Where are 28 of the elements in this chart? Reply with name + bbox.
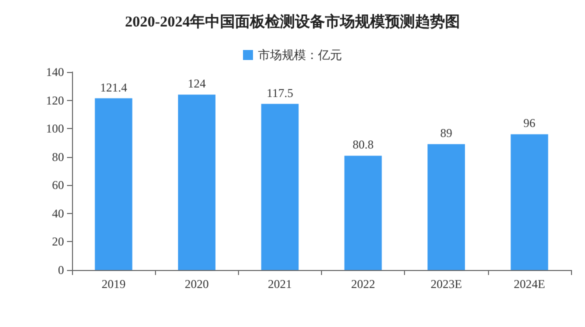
x-tick-label: 2019 xyxy=(102,277,126,291)
chart-title: 2020-2024年中国面板检测设备市场规模预测趋势图 xyxy=(125,12,460,30)
x-tick-label: 2021 xyxy=(268,277,292,291)
x-tick-label: 2020 xyxy=(184,277,209,291)
bar xyxy=(344,156,382,270)
bar xyxy=(94,98,132,270)
data-label: 124 xyxy=(188,76,206,91)
y-tick-label: 140 xyxy=(46,65,64,79)
x-tick-label: 2022 xyxy=(351,277,376,291)
legend-label: 市场规模：亿元 xyxy=(258,48,342,62)
y-tick-label: 60 xyxy=(52,178,64,192)
bar xyxy=(178,94,216,270)
y-tick-label: 120 xyxy=(46,93,64,108)
data-label: 117.5 xyxy=(266,86,294,100)
y-tick-label: 0 xyxy=(58,263,64,277)
y-tick-label: 20 xyxy=(52,234,64,249)
bar xyxy=(261,104,299,270)
data-label: 80.8 xyxy=(352,138,374,152)
y-tick-label: 80 xyxy=(52,150,64,164)
data-label: 89 xyxy=(440,126,452,140)
bar xyxy=(510,134,548,270)
x-tick-label: 2023E xyxy=(430,277,462,291)
data-label: 96 xyxy=(523,116,536,130)
data-label: 121.4 xyxy=(100,80,128,94)
bar xyxy=(428,144,465,270)
x-tick-label: 2024E xyxy=(514,277,546,291)
y-tick-label: 40 xyxy=(52,206,64,220)
y-tick-label: 100 xyxy=(46,122,64,136)
